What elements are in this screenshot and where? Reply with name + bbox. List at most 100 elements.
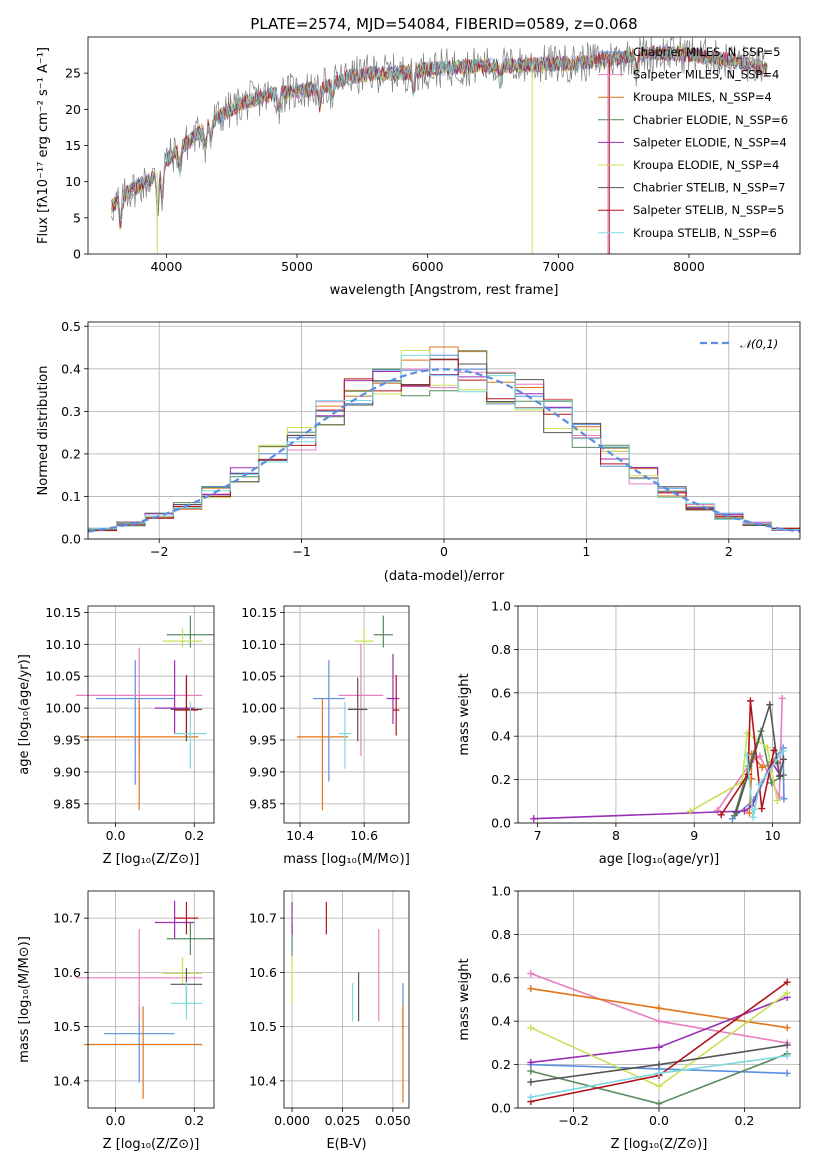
weight-marker bbox=[763, 744, 771, 752]
weight-marker bbox=[783, 1052, 791, 1060]
model-spectrum-line bbox=[111, 45, 768, 227]
weight-marker bbox=[783, 978, 791, 986]
x-tick-label: −2 bbox=[150, 544, 168, 559]
y-tick-label: 10.05 bbox=[241, 669, 277, 684]
model-spectrum-line bbox=[111, 45, 768, 222]
y-tick-label: 0.4 bbox=[491, 1014, 511, 1029]
x-tick-label: −1 bbox=[292, 544, 310, 559]
age-vs-mass-panel: 9.85 9.90 9.95 10.00 10.05 10.10 10.15 10.4 10.6… bbox=[241, 605, 410, 867]
x-axis-label: Z [log₁₀(Z/Z⊙)] bbox=[103, 852, 200, 867]
y-axis-label: mass [log₁₀(M/M⊙)] bbox=[17, 936, 32, 1063]
weight-marker bbox=[527, 1058, 535, 1066]
x-tick-label: 0.025 bbox=[325, 1113, 361, 1128]
weight-marker bbox=[780, 795, 788, 803]
x-tick-label: 7000 bbox=[542, 259, 574, 274]
y-tick-label: 9.90 bbox=[53, 764, 81, 779]
spectrum-title: PLATE=2574, MJD=54084, FIBERID=0589, z=0… bbox=[250, 15, 637, 33]
weight-marker bbox=[783, 1069, 791, 1077]
x-tick-label: 0.2 bbox=[735, 1113, 755, 1128]
x-tick-label: 0.050 bbox=[375, 1113, 411, 1128]
x-axis-label: Z [log₁₀(Z/Z⊙)] bbox=[611, 1137, 708, 1152]
x-tick-label: 5000 bbox=[281, 259, 313, 274]
weight-series-line bbox=[733, 728, 784, 816]
weight-marker bbox=[655, 1043, 663, 1051]
spectrum-panel: 4000 5000 6000 7000 8000 0 5 10 15 20 25 wavelength… bbox=[36, 36, 801, 298]
weight-marker bbox=[527, 969, 535, 977]
weight-marker bbox=[655, 1017, 663, 1025]
legend-entry: Salpeter STELIB, N_SSP=5 bbox=[633, 203, 784, 217]
y-tick-label: 9.95 bbox=[249, 733, 277, 748]
weight-marker bbox=[530, 815, 538, 823]
y-tick-label: 5 bbox=[73, 210, 81, 225]
y-tick-label: 25 bbox=[65, 66, 81, 81]
y-tick-label: 0.0 bbox=[491, 1101, 511, 1116]
weight-lines bbox=[527, 969, 791, 1108]
legend-entry: 𝒩(0,1) bbox=[740, 337, 778, 351]
y-tick-label: 9.90 bbox=[249, 764, 277, 779]
y-tick-label: 10 bbox=[65, 174, 81, 189]
weight-marker bbox=[756, 752, 764, 760]
axes-frame bbox=[87, 890, 215, 1109]
x-tick-label: 0.2 bbox=[184, 1113, 204, 1128]
weight-marker bbox=[751, 805, 759, 813]
y-tick-label: 0.2 bbox=[491, 1057, 511, 1072]
weight-marker bbox=[749, 813, 757, 821]
x-axis-label: mass [log₁₀(M/M⊙)] bbox=[283, 852, 410, 867]
y-tick-label: 1.0 bbox=[491, 599, 511, 614]
x-axis-label: E(B-V) bbox=[326, 1137, 366, 1152]
axes-frame bbox=[87, 605, 215, 824]
mass-vs-ebv-panel: 10.4 10.5 10.6 10.7 0.000 0.025 0.050 E(B-V) bbox=[249, 890, 411, 1152]
legend-entry: Chabrier MILES, N_SSP=5 bbox=[633, 45, 780, 59]
y-tick-label: 0.1 bbox=[61, 489, 81, 504]
weight-marker bbox=[655, 1100, 663, 1108]
weight-marker bbox=[743, 751, 751, 759]
weight-marker bbox=[527, 1067, 535, 1075]
weight-marker bbox=[758, 805, 766, 813]
weight-marker bbox=[717, 811, 725, 819]
weight-marker bbox=[783, 989, 791, 997]
y-axis-label: mass weight bbox=[457, 958, 472, 1040]
y-tick-label: 0.2 bbox=[491, 772, 511, 787]
y-tick-label: 0.8 bbox=[491, 642, 511, 657]
x-tick-label: 0.2 bbox=[184, 828, 204, 843]
x-tick-label: 7 bbox=[534, 828, 542, 843]
weight-marker bbox=[713, 807, 721, 815]
y-tick-label: 10.5 bbox=[53, 1019, 81, 1034]
weight-marker bbox=[783, 1041, 791, 1049]
x-tick-label: 0.000 bbox=[274, 1113, 310, 1128]
weight-marker bbox=[527, 1024, 535, 1032]
mass-vs-metallicity-panel: 10.4 10.5 10.6 10.7 0.0 0.2 Z [log₁₀(Z/Z⊙)] mas… bbox=[17, 890, 215, 1152]
x-tick-label: 4000 bbox=[150, 259, 182, 274]
y-tick-label: 10.4 bbox=[53, 1073, 81, 1088]
y-tick-label: 9.95 bbox=[53, 733, 81, 748]
y-tick-label: 10.5 bbox=[249, 1019, 277, 1034]
x-tick-label: −0.2 bbox=[558, 1113, 588, 1128]
y-tick-label: 10.05 bbox=[45, 669, 81, 684]
legend-entry: Salpeter ELODIE, N_SSP=4 bbox=[633, 135, 787, 149]
weight-marker bbox=[655, 1069, 663, 1077]
age-vs-metallicity-panel: 9.85 9.90 9.95 10.00 10.05 10.10 10.15 0.0 0.2 Z … bbox=[17, 605, 215, 867]
weight-marker bbox=[783, 1024, 791, 1032]
axes-frame bbox=[517, 605, 801, 824]
spectrum-curves bbox=[111, 37, 768, 254]
legend-entry: Chabrier STELIB, N_SSP=7 bbox=[633, 181, 785, 195]
weight-marker bbox=[779, 747, 787, 755]
weight-marker bbox=[766, 701, 774, 709]
x-tick-label: 10.6 bbox=[350, 828, 378, 843]
weight-marker bbox=[655, 1004, 663, 1012]
x-tick-label: 0.0 bbox=[106, 828, 126, 843]
y-tick-label: 10.15 bbox=[45, 605, 81, 620]
y-tick-label: 0.6 bbox=[491, 970, 511, 985]
x-axis-label: Z [log₁₀(Z/Z⊙)] bbox=[103, 1137, 200, 1152]
legend-entry: Salpeter MILES, N_SSP=4 bbox=[633, 68, 779, 82]
y-tick-label: 0.0 bbox=[491, 816, 511, 831]
weight-marker bbox=[527, 1078, 535, 1086]
y-tick-label: 10.10 bbox=[45, 637, 81, 652]
x-tick-label: 10.4 bbox=[286, 828, 314, 843]
residual-panel: 0.0 0.1 0.2 0.3 0.4 0.5 −2 −1 0 1 2 𝒩(0,1) (data-mod… bbox=[36, 319, 801, 584]
histogram-steps bbox=[88, 346, 800, 539]
histogram-series bbox=[88, 354, 800, 539]
y-tick-label: 0.2 bbox=[61, 446, 81, 461]
y-axis-label: Flux [fλ10⁻¹⁷ erg cm⁻² s⁻¹ A⁻¹] bbox=[36, 47, 51, 244]
